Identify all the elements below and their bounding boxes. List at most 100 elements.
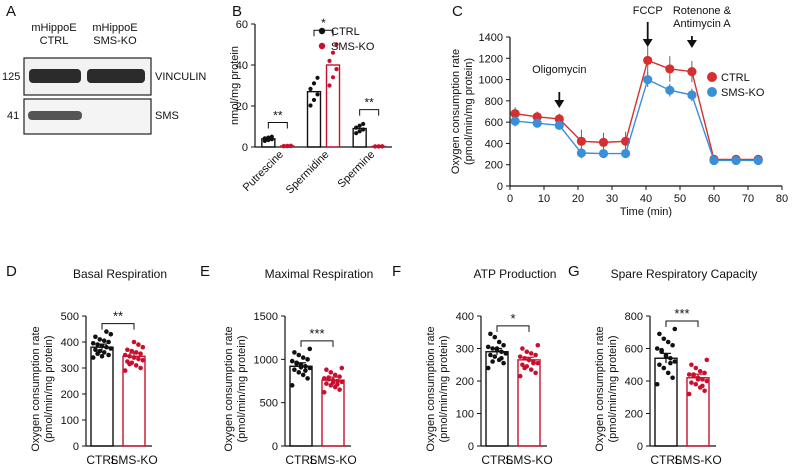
lane2-label-line2: SMS-KO bbox=[93, 35, 137, 47]
b-data-point bbox=[327, 58, 332, 64]
g-y-tick-label: 200 bbox=[625, 409, 643, 421]
e-data-point bbox=[335, 378, 340, 384]
c-x-tick-label: 70 bbox=[742, 193, 754, 205]
b-data-point bbox=[361, 127, 366, 132]
e-data-point bbox=[321, 389, 327, 395]
c-point-sms-ko bbox=[576, 148, 587, 158]
f-y-tick-label: 200 bbox=[456, 376, 474, 388]
d-y-tick-label: 100 bbox=[61, 415, 79, 427]
g-data-point bbox=[697, 368, 703, 374]
d-data-point bbox=[140, 357, 146, 363]
d-sig-label: ** bbox=[113, 309, 123, 324]
d-y-axis-title-line2: (pmol/min/mg protein) bbox=[43, 336, 55, 443]
c-y-tick-label: 400 bbox=[485, 138, 503, 150]
f-y-tick-label: 0 bbox=[468, 441, 474, 453]
e-data-point bbox=[321, 376, 327, 381]
b-x-tick-label: Spermine bbox=[336, 149, 378, 191]
f-data-point bbox=[488, 331, 493, 337]
g-data-point bbox=[665, 339, 671, 345]
b-data-point bbox=[357, 123, 362, 128]
c-y-tick-label: 600 bbox=[485, 117, 503, 129]
d-data-point bbox=[104, 329, 109, 334]
c-y-tick-label: 200 bbox=[485, 160, 503, 172]
b-data-point bbox=[327, 83, 332, 88]
d-data-point bbox=[101, 350, 107, 355]
e-data-point bbox=[332, 372, 338, 378]
e-data-point bbox=[303, 363, 308, 369]
b-y-axis-title: nmol/mg protein bbox=[229, 46, 241, 125]
f-data-point bbox=[528, 367, 534, 372]
g-data-point bbox=[702, 370, 707, 376]
d-data-point bbox=[127, 354, 132, 359]
f-data-point bbox=[517, 373, 523, 379]
b-legend-label: SMS-KO bbox=[331, 41, 375, 53]
e-sig-label: *** bbox=[309, 326, 324, 341]
c-x-tick-label: 60 bbox=[708, 193, 720, 205]
d-data-point bbox=[140, 344, 146, 350]
d-bar-ctrl bbox=[90, 346, 114, 447]
d-x-tick-label-sms-ko: SMS-KO bbox=[110, 453, 157, 467]
f-y-axis-title-line1: Oxygen consumption rate bbox=[425, 326, 437, 451]
b-bar-sms-ko-spermidine bbox=[325, 64, 341, 148]
e-data-point bbox=[305, 357, 310, 362]
c-annotation-arrow-head bbox=[686, 40, 697, 48]
g-data-point bbox=[661, 365, 667, 371]
d-data-point bbox=[106, 339, 111, 345]
blot-label-vinculin: VINCULIN bbox=[155, 71, 206, 83]
c-point-sms-ko bbox=[753, 155, 763, 166]
g-y-axis-title-line2: (pmol/min/mg protein) bbox=[607, 336, 619, 443]
b-data-point bbox=[311, 81, 317, 86]
g-data-point bbox=[700, 383, 705, 389]
b-data-point bbox=[315, 92, 320, 97]
c-y-tick-label: 800 bbox=[485, 96, 503, 108]
c-y-axis-title-line2: (pmol/min/mg protein) bbox=[463, 58, 475, 165]
d-data-point bbox=[101, 338, 107, 344]
c-x-tick-label: 10 bbox=[538, 193, 550, 205]
d-data-point bbox=[90, 341, 96, 346]
b-legend-marker-ctrl bbox=[318, 27, 326, 35]
e-data-point bbox=[292, 367, 297, 373]
b-y-tick-label: 0 bbox=[242, 142, 248, 154]
g-data-point bbox=[654, 381, 660, 387]
e-y-tick-label: 1500 bbox=[254, 311, 278, 323]
c-point-ctrl bbox=[576, 136, 587, 146]
g-y-tick-label: 800 bbox=[625, 311, 643, 323]
d-data-point bbox=[138, 351, 143, 357]
blot-mw-vinculin: 125 bbox=[2, 71, 20, 83]
c-y-tick-label: 1000 bbox=[479, 75, 503, 87]
b-data-point bbox=[354, 125, 359, 130]
b-data-point bbox=[311, 97, 317, 103]
d-data-point bbox=[136, 342, 141, 347]
panel-letter-c: C bbox=[452, 3, 463, 20]
c-annotation-arrow-head bbox=[554, 100, 565, 108]
d-data-point bbox=[108, 346, 114, 351]
blot-band-vinculin-ctrl bbox=[29, 69, 81, 83]
g-sig-bracket bbox=[665, 320, 699, 327]
e-data-point bbox=[296, 352, 302, 358]
f-title: ATP Production bbox=[474, 267, 557, 281]
e-data-point bbox=[307, 365, 313, 371]
b-data-point bbox=[380, 144, 385, 149]
d-y-tick-label: 500 bbox=[61, 311, 79, 323]
c-annotation-label: Rotenone & bbox=[673, 5, 732, 17]
g-y-tick-label: 400 bbox=[625, 376, 643, 388]
e-y-tick-label: 0 bbox=[272, 441, 278, 453]
d-data-point bbox=[99, 354, 105, 359]
d-data-point bbox=[127, 361, 132, 367]
g-data-point bbox=[704, 378, 710, 384]
b-y-tick-label: 40 bbox=[236, 60, 248, 72]
g-data-point bbox=[704, 357, 710, 363]
d-data-point bbox=[133, 363, 139, 368]
c-legend-label: CTRL bbox=[721, 72, 750, 84]
c-point-ctrl bbox=[510, 109, 520, 119]
e-data-point bbox=[339, 379, 345, 385]
b-data-point bbox=[373, 144, 378, 149]
f-data-point bbox=[488, 352, 493, 358]
b-data-point bbox=[334, 67, 339, 72]
e-data-point bbox=[335, 382, 340, 387]
b-x-tick-label: Putrescine bbox=[241, 149, 286, 194]
e-data-point bbox=[292, 350, 297, 355]
g-data-point bbox=[668, 360, 673, 366]
b-data-point bbox=[262, 136, 267, 141]
